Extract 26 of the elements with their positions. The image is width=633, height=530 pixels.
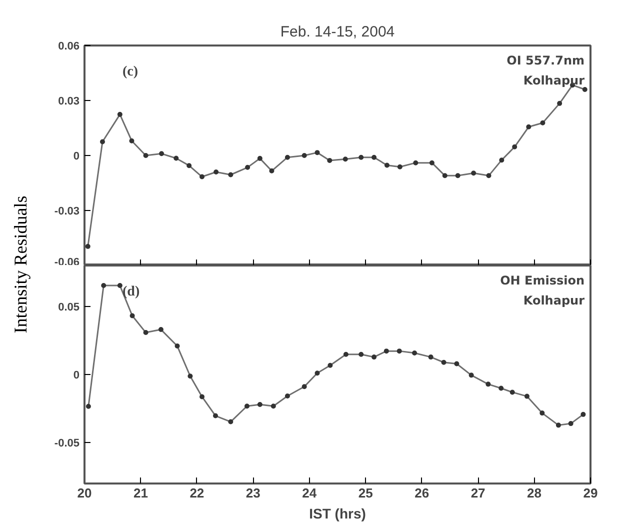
annotation: Kolhapur [523,294,585,308]
x-tick-label: 27 [470,486,486,500]
y-tick-label: 0.05 [58,301,80,314]
x-tick-label: 28 [527,486,542,500]
x-tick-label: 20 [77,486,92,500]
x-tick-label: 25 [358,486,373,500]
annotation: (d) [122,284,140,300]
x-axis-title: IST (hrs) [309,506,366,522]
x-tick-label: 26 [414,486,430,500]
x-tick-label: 21 [133,486,148,500]
y-axis-title: Intensity Residuals [10,196,30,334]
y-tick-label: 0.06 [58,40,80,52]
x-tick-label: 29 [583,486,598,500]
y-tick-label: 0.03 [58,96,80,108]
x-tick-label: 24 [302,486,318,500]
annotation: Kolhapur [523,74,585,88]
y-tick-label: 0 [73,370,80,382]
y-tick-label: -0.03 [54,206,80,218]
x-tick-label: 23 [246,486,260,500]
annotation: (c) [122,64,138,80]
y-tick-label: -0.05 [54,438,80,450]
annotation: OI 557.7nm [506,54,585,68]
y-tick-label: 0 [73,150,80,162]
x-tick-label: 22 [190,486,204,500]
chart-title: Feb. 14-15, 2004 [280,24,395,40]
annotation: OH Emission [500,274,584,288]
